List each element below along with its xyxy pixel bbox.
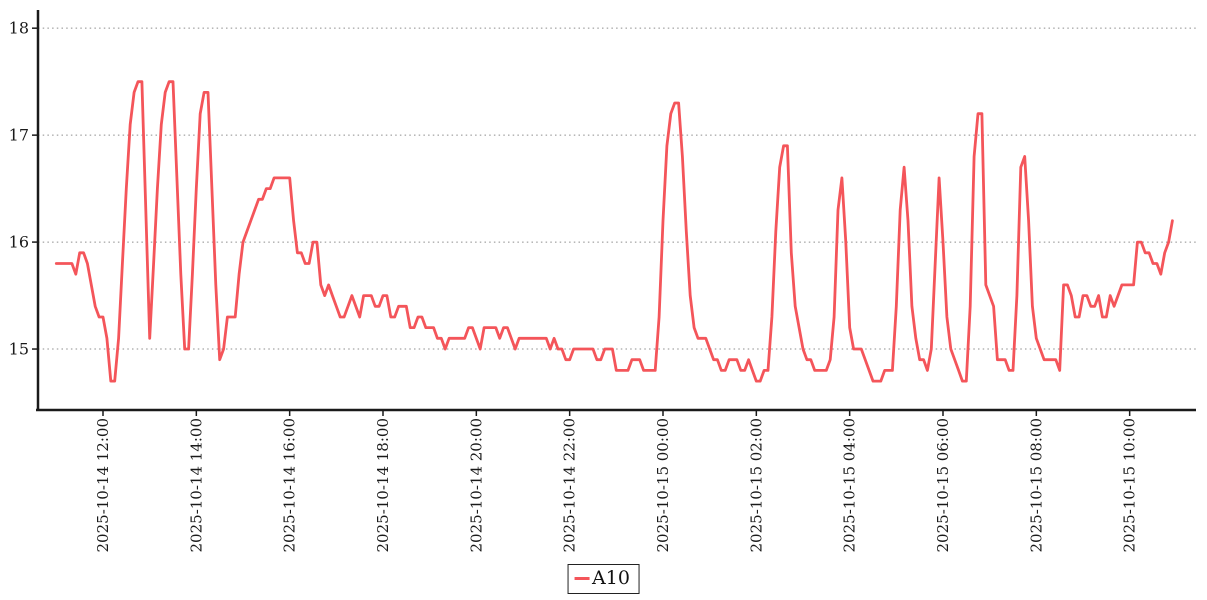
x-tick-label-8: 2025-10-15 04:00 [841, 418, 859, 552]
x-tick-label-7: 2025-10-15 02:00 [747, 418, 765, 552]
x-tick-label-3: 2025-10-14 18:00 [374, 418, 392, 552]
x-tick-label-2: 2025-10-14 16:00 [281, 418, 299, 552]
series-line-a10 [54, 80, 1174, 383]
legend-line-swatch [574, 576, 590, 580]
legend-label-a10: A10 [592, 567, 630, 589]
x-tick-label-11: 2025-10-15 10:00 [1121, 418, 1139, 552]
y-tick-label-15: 15 [9, 340, 29, 359]
x-tick-label-4: 2025-10-14 20:00 [467, 418, 485, 552]
x-tick-label-9: 2025-10-15 06:00 [934, 418, 952, 552]
x-tick-label-5: 2025-10-14 22:00 [561, 418, 579, 552]
y-tick-label-18: 18 [9, 19, 29, 38]
y-tick-label-17: 17 [9, 126, 29, 145]
y-tick-label-16: 16 [9, 233, 29, 252]
x-tick-label-6: 2025-10-15 00:00 [654, 418, 672, 552]
x-tick-label-1: 2025-10-14 14:00 [187, 418, 205, 552]
x-tick-label-0: 2025-10-14 12:00 [94, 418, 112, 552]
x-tick-label-10: 2025-10-15 08:00 [1027, 418, 1045, 552]
legend: A10 [567, 564, 640, 594]
